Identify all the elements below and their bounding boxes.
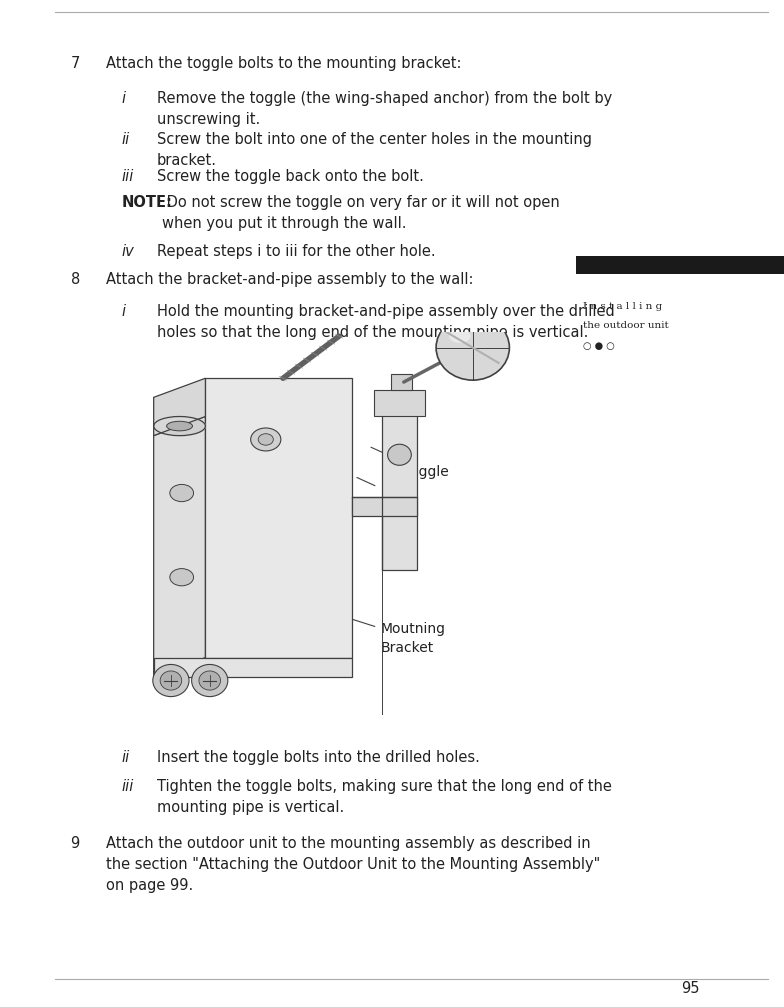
Text: Bolt: Bolt	[357, 477, 408, 501]
Circle shape	[191, 665, 228, 697]
Polygon shape	[373, 390, 425, 417]
Polygon shape	[154, 417, 205, 677]
Text: iv: iv	[122, 244, 134, 259]
Polygon shape	[154, 658, 352, 677]
Text: NOTE:: NOTE:	[122, 195, 172, 210]
Ellipse shape	[170, 484, 194, 501]
Text: I n s t a l l i n g: I n s t a l l i n g	[583, 302, 662, 311]
Text: 8: 8	[71, 272, 80, 287]
Text: ii: ii	[122, 750, 130, 765]
Ellipse shape	[166, 421, 193, 431]
Text: 7: 7	[71, 56, 80, 71]
Text: i: i	[122, 304, 125, 319]
Circle shape	[199, 671, 220, 690]
Polygon shape	[205, 379, 352, 658]
Text: Toggle: Toggle	[371, 447, 448, 479]
Text: Hold the mounting bracket-and-pipe assembly over the drilled
holes so that the l: Hold the mounting bracket-and-pipe assem…	[157, 304, 615, 340]
Ellipse shape	[170, 569, 194, 586]
Ellipse shape	[449, 329, 470, 342]
Text: Screw the bolt into one of the center holes in the mounting
bracket.: Screw the bolt into one of the center ho…	[157, 132, 592, 168]
Text: Repeat steps i to iii for the other hole.: Repeat steps i to iii for the other hole…	[157, 244, 435, 259]
Ellipse shape	[251, 428, 281, 451]
Text: Attach the toggle bolts to the mounting bracket:: Attach the toggle bolts to the mounting …	[106, 56, 461, 71]
Text: i: i	[122, 91, 125, 106]
Text: Attach the bracket-and-pipe assembly to the wall:: Attach the bracket-and-pipe assembly to …	[106, 272, 474, 287]
Circle shape	[436, 315, 510, 381]
Text: Do not screw the toggle on very far or it will not open
when you put it through : Do not screw the toggle on very far or i…	[162, 195, 560, 232]
Text: ○ ● ○: ○ ● ○	[583, 341, 614, 351]
Polygon shape	[383, 401, 417, 570]
Polygon shape	[352, 496, 417, 516]
Ellipse shape	[387, 444, 412, 465]
Circle shape	[153, 665, 189, 697]
Circle shape	[160, 671, 182, 690]
Text: Tighten the toggle bolts, making sure that the long end of the
mounting pipe is : Tighten the toggle bolts, making sure th…	[157, 779, 612, 816]
Polygon shape	[154, 379, 205, 436]
Text: 9: 9	[71, 836, 80, 851]
Text: iii: iii	[122, 779, 134, 795]
Text: Moutning
Bracket: Moutning Bracket	[320, 609, 445, 655]
Text: ii: ii	[122, 132, 130, 147]
Text: 95: 95	[681, 982, 699, 996]
Text: Attach the outdoor unit to the mounting assembly as described in
the section "At: Attach the outdoor unit to the mounting …	[106, 836, 600, 893]
Text: Remove the toggle (the wing-shaped anchor) from the bolt by
unscrewing it.: Remove the toggle (the wing-shaped ancho…	[157, 91, 612, 127]
Text: Screw the toggle back onto the bolt.: Screw the toggle back onto the bolt.	[157, 169, 423, 184]
Ellipse shape	[154, 417, 205, 436]
Text: iii: iii	[122, 169, 134, 184]
Text: the outdoor unit: the outdoor unit	[583, 321, 668, 330]
Bar	[576, 256, 784, 274]
Text: Insert the toggle bolts into the drilled holes.: Insert the toggle bolts into the drilled…	[157, 750, 480, 765]
Ellipse shape	[258, 434, 274, 445]
Polygon shape	[391, 375, 412, 390]
